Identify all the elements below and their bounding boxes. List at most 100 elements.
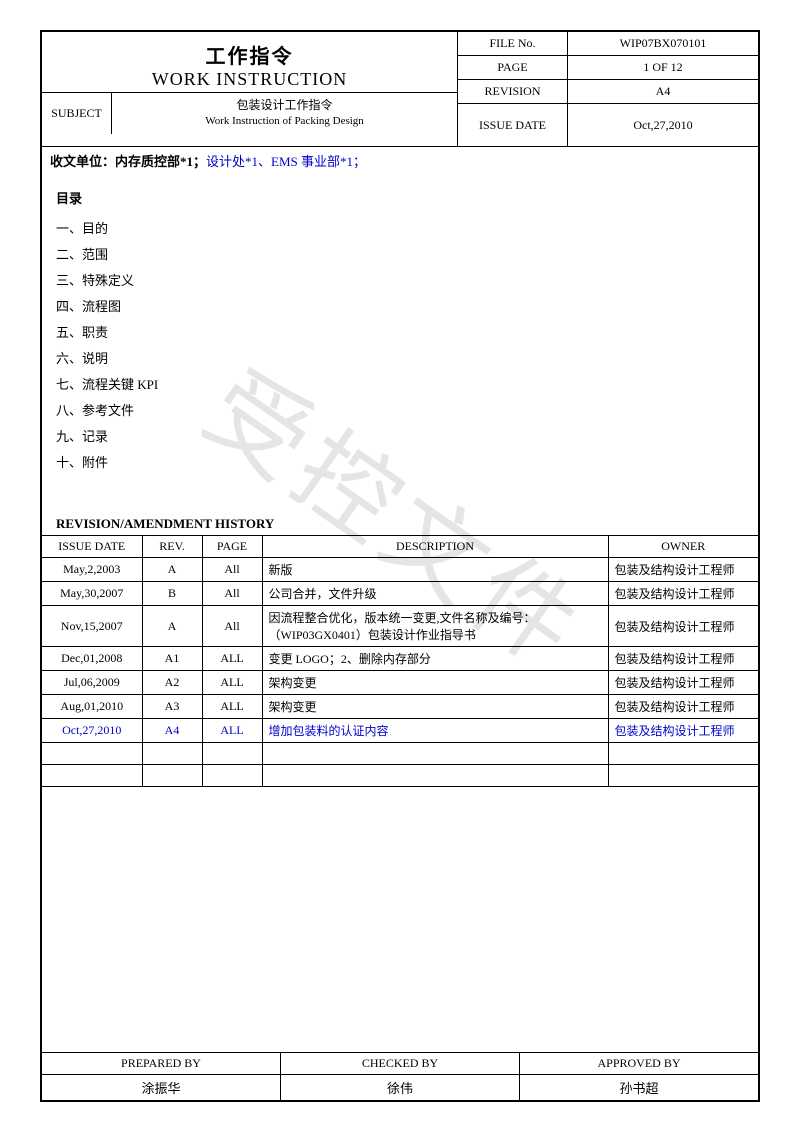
header-title: 工作指令 WORK INSTRUCTION [42,32,457,92]
revision-cell-date: Oct,27,2010 [42,719,142,743]
header-info-row: PAGE1 OF 12 [458,56,758,80]
toc-item: 九、记录 [56,424,744,450]
revision-cell-page: ALL [202,695,262,719]
distribution-part: 内存质控部*1； [115,154,206,169]
revision-empty-cell [608,743,758,765]
revision-col-header: ISSUE DATE [42,536,142,558]
revision-row: Nov,15,2007AAll因流程整合优化，版本统一变更,文件名称及编号：（W… [42,606,758,647]
signoff-value: 孙书超 [520,1075,758,1100]
revision-cell-desc: 公司合并，文件升级 [262,582,608,606]
subject-cn: 包装设计工作指令 [116,97,453,114]
toc-item: 八、参考文件 [56,398,744,424]
signoff-value: 徐伟 [281,1075,519,1100]
revision-cell-rev: A3 [142,695,202,719]
revision-title: REVISION/AMENDMENT HISTORY [42,516,758,535]
revision-cell-desc: 新版 [262,558,608,582]
header-left: 工作指令 WORK INSTRUCTION SUBJECT 包装设计工作指令 W… [42,32,458,146]
toc-item: 五、职责 [56,320,744,346]
header-block: 工作指令 WORK INSTRUCTION SUBJECT 包装设计工作指令 W… [42,32,758,147]
revision-cell-rev: A [142,558,202,582]
revision-empty-cell [142,765,202,787]
toc-item: 四、流程图 [56,294,744,320]
revision-cell-owner: 包装及结构设计工程师 [608,647,758,671]
revision-cell-page: All [202,606,262,647]
revision-cell-date: Dec,01,2008 [42,647,142,671]
revision-cell-date: Nov,15,2007 [42,606,142,647]
signoff-col: CHECKED BY徐伟 [281,1053,520,1100]
revision-empty-cell [142,743,202,765]
revision-cell-desc: 变更 LOGO；2、删除内存部分 [262,647,608,671]
signoff-label: APPROVED BY [520,1053,758,1075]
header-right: FILE No.WIP07BX070101PAGE1 OF 12REVISION… [458,32,758,146]
distribution-part: 设计处*1、EMS 事业部*1； [206,154,366,169]
signoff-label: PREPARED BY [42,1053,280,1075]
revision-empty-cell [608,765,758,787]
revision-cell-desc: 架构变更 [262,671,608,695]
subject-label: SUBJECT [42,93,112,134]
revision-empty-cell [42,743,142,765]
revision-cell-page: All [202,558,262,582]
revision-col-header: OWNER [608,536,758,558]
toc-title: 目录 [56,186,744,212]
header-info-label: PAGE [458,56,568,79]
revision-cell-rev: A1 [142,647,202,671]
revision-empty-row [42,765,758,787]
document-page: 受控文件 工作指令 WORK INSTRUCTION SUBJECT 包装设计工… [40,30,760,1102]
content-layer: 工作指令 WORK INSTRUCTION SUBJECT 包装设计工作指令 W… [42,32,758,1100]
toc-item: 一、目的 [56,216,744,242]
revision-cell-owner: 包装及结构设计工程师 [608,671,758,695]
toc-item: 十、附件 [56,450,744,476]
subject-value: 包装设计工作指令 Work Instruction of Packing Des… [112,93,457,134]
toc-item: 三、特殊定义 [56,268,744,294]
signoff-col: APPROVED BY孙书超 [520,1053,758,1100]
signoff-label: CHECKED BY [281,1053,519,1075]
signoff-value: 涂振华 [42,1075,280,1100]
revision-cell-page: ALL [202,719,262,743]
revision-row: May,30,2007BAll公司合并，文件升级包装及结构设计工程师 [42,582,758,606]
header-info-row: REVISIONA4 [458,80,758,104]
toc-item: 二、范围 [56,242,744,268]
distribution-label: 收文单位： [50,154,115,169]
header-info-value: 1 OF 12 [568,56,758,79]
header-info-row: FILE No.WIP07BX070101 [458,32,758,56]
revision-empty-row [42,743,758,765]
revision-cell-date: May,2,2003 [42,558,142,582]
revision-cell-desc: 因流程整合优化，版本统一变更,文件名称及编号：（WIP03GX0401）包装设计… [262,606,608,647]
subject-row: SUBJECT 包装设计工作指令 Work Instruction of Pac… [42,92,457,134]
revision-empty-cell [262,765,608,787]
revision-cell-desc: 架构变更 [262,695,608,719]
header-info-value: WIP07BX070101 [568,32,758,55]
signoff-col: PREPARED BY涂振华 [42,1053,281,1100]
title-cn: 工作指令 [48,40,451,69]
revision-empty-cell [42,765,142,787]
toc-items: 一、目的二、范围三、特殊定义四、流程图五、职责六、说明七、流程关键 KPI八、参… [56,216,744,476]
title-en: WORK INSTRUCTION [48,69,451,90]
revision-cell-page: ALL [202,647,262,671]
toc-item: 六、说明 [56,346,744,372]
revision-cell-date: May,30,2007 [42,582,142,606]
toc-block: 目录 一、目的二、范围三、特殊定义四、流程图五、职责六、说明七、流程关键 KPI… [42,174,758,476]
header-info-value: A4 [568,80,758,103]
revision-row: Dec,01,2008A1ALL变更 LOGO；2、删除内存部分包装及结构设计工… [42,647,758,671]
revision-cell-rev: A2 [142,671,202,695]
revision-cell-date: Aug,01,2010 [42,695,142,719]
revision-cell-owner: 包装及结构设计工程师 [608,719,758,743]
signoff-block: PREPARED BY涂振华CHECKED BY徐伟APPROVED BY孙书超 [42,1052,758,1100]
distribution-line: 收文单位：内存质控部*1；设计处*1、EMS 事业部*1； [42,147,758,174]
filler [42,787,758,1052]
revision-cell-date: Jul,06,2009 [42,671,142,695]
revision-cell-rev: B [142,582,202,606]
revision-empty-cell [202,743,262,765]
revision-cell-owner: 包装及结构设计工程师 [608,695,758,719]
header-info-label: REVISION [458,80,568,103]
revision-row: Oct,27,2010A4ALL增加包装料的认证内容包装及结构设计工程师 [42,719,758,743]
header-info-label: FILE No. [458,32,568,55]
header-info-label: ISSUE DATE [458,104,568,146]
revision-col-header: PAGE [202,536,262,558]
revision-cell-rev: A [142,606,202,647]
revision-table: ISSUE DATEREV.PAGEDESCRIPTIONOWNERMay,2,… [42,535,758,787]
revision-cell-owner: 包装及结构设计工程师 [608,558,758,582]
subject-en: Work Instruction of Packing Design [116,114,453,129]
header-info-row: ISSUE DATEOct,27,2010 [458,104,758,146]
revision-cell-owner: 包装及结构设计工程师 [608,582,758,606]
